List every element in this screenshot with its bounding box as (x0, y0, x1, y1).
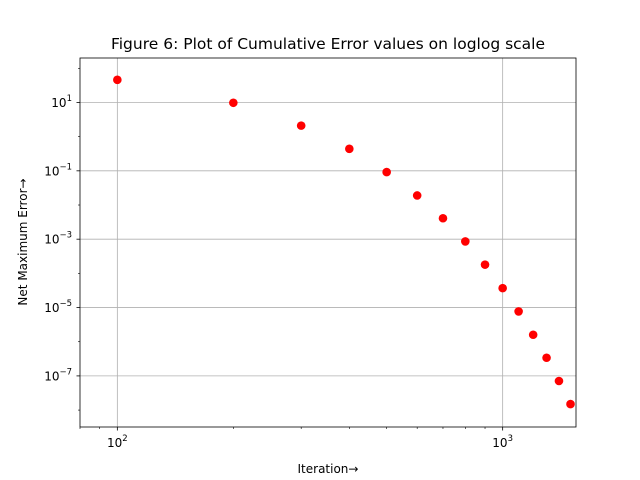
data-point (296, 121, 306, 130)
y-tick-label: 10−1 (44, 162, 72, 178)
y-tick-label: 10−5 (44, 299, 72, 315)
data-point (514, 307, 523, 316)
x-tick-label: 103 (492, 434, 513, 450)
data-point (345, 144, 354, 154)
x-tick-label: 102 (107, 434, 128, 450)
plot-frame (79, 57, 577, 428)
data-point (113, 75, 122, 85)
y-axis-title: Net Maximum Error→ (16, 178, 30, 305)
data-point (438, 213, 448, 223)
data-point (528, 330, 538, 340)
y-tick-label: 101 (51, 94, 72, 110)
data-point (542, 353, 551, 363)
data-point (382, 167, 391, 177)
y-tick-label: 10−3 (44, 231, 72, 247)
data-point (566, 399, 575, 409)
y-tick-label: 10−7 (44, 367, 72, 383)
data-point (480, 260, 490, 269)
x-axis-title: Iteration→ (298, 462, 359, 476)
data-point (498, 283, 507, 293)
data-point (229, 98, 238, 108)
grid-lines (80, 58, 576, 427)
data-point (461, 237, 470, 246)
chart-title: Figure 6: Plot of Cumulative Error value… (111, 35, 545, 53)
data-point (554, 376, 564, 386)
data-point (412, 191, 422, 200)
data-points (113, 75, 575, 409)
axis-ticks: 102 103 10−7 10−5 10−3 10−1 101 (44, 67, 513, 450)
